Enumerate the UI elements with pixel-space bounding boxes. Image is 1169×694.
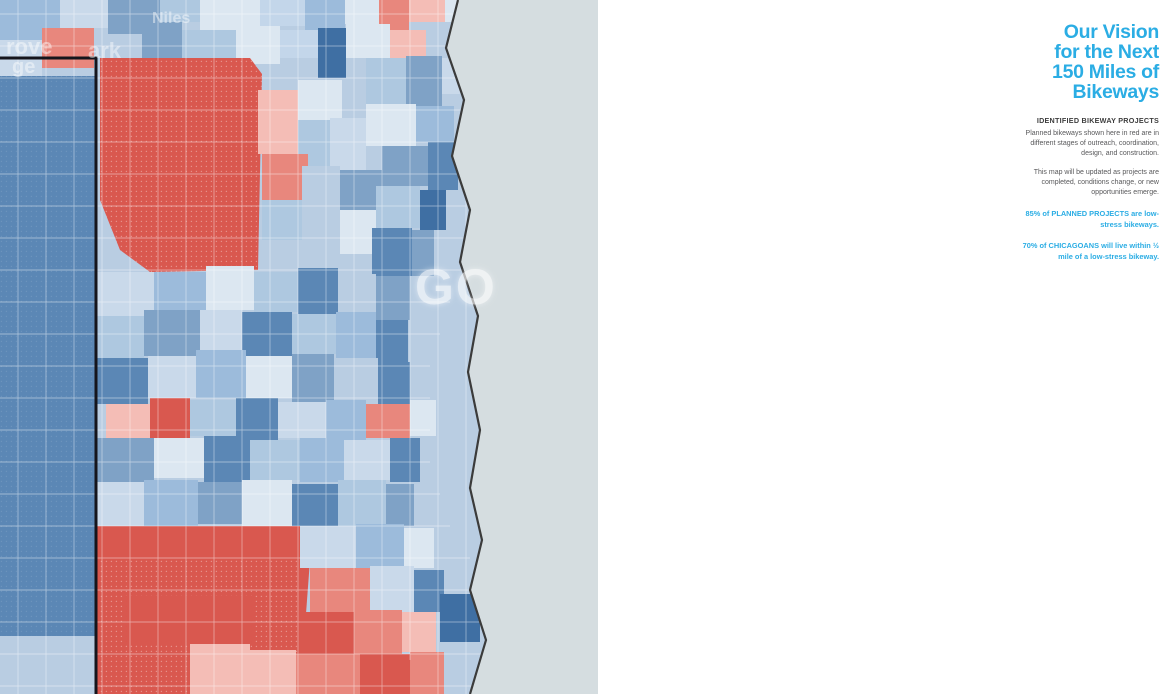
- vision-title-line-3: 150 Miles of: [1052, 61, 1159, 83]
- street-grid-overlay: [0, 0, 560, 694]
- vision-paragraph-2: This map will be updated as projects are…: [1033, 169, 1159, 196]
- vision-title: Our Vision for the Next 150 Miles of Bik…: [1007, 22, 1159, 102]
- lake-michigan: [446, 0, 598, 694]
- identified-projects-subhead: IDENTIFIED BIKEWAY PROJECTS: [1036, 116, 1159, 125]
- choropleth-map-svg: [0, 0, 598, 694]
- shoreline: [444, 0, 488, 694]
- left-choropleth-map-panel: rove ark ge Niles GO: [0, 0, 598, 694]
- stat-planned-projects: 85% of PLANNED PROJECTS are low-stress b…: [1025, 209, 1159, 229]
- right-bikeway-map-panel: HOWARD DEVON LAWRENCE BELMONT NORTH MADI…: [598, 0, 1169, 694]
- study-area-boundary: [0, 56, 98, 694]
- stat-chicagoans-access: 70% of CHICAGOANS will live within ½ mil…: [1022, 241, 1159, 261]
- vision-title-line-4: Bikeways: [1072, 81, 1160, 103]
- vision-paragraph-1: Planned bikeways shown here in red are i…: [1025, 130, 1159, 157]
- vision-title-line-2: for the Next: [1054, 41, 1159, 63]
- vision-text-block: Our Vision for the Next 150 Miles of Bik…: [1007, 22, 1160, 262]
- city-label-chicago: GO: [415, 259, 497, 315]
- vision-title-line-1: Our Vision: [1063, 21, 1160, 43]
- census-tract-polygons: [0, 0, 570, 694]
